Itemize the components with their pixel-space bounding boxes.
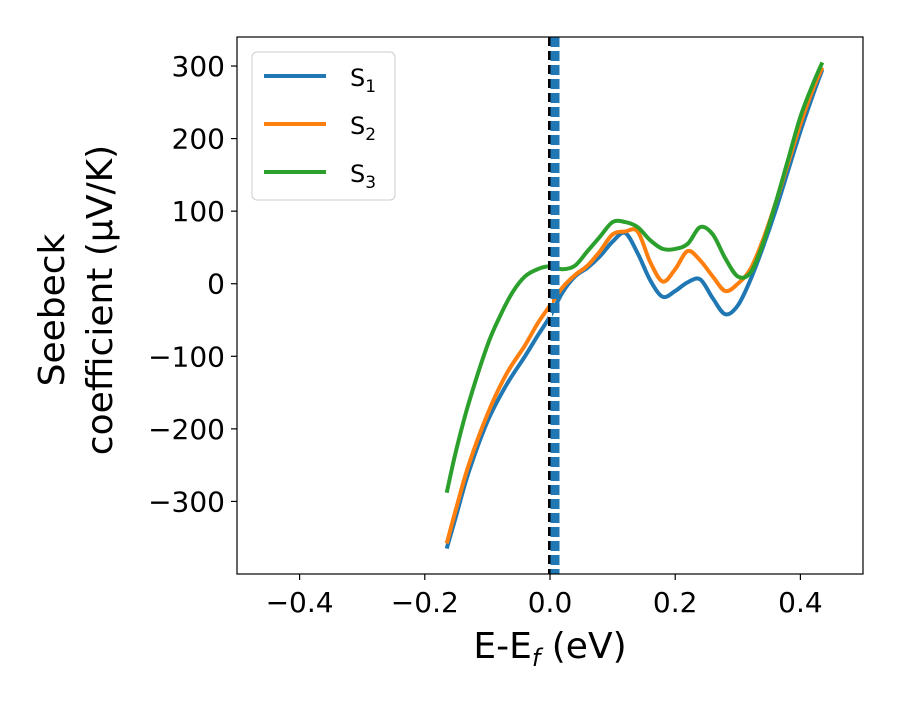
y-tick-label: 0 [207,268,225,301]
series-line-s3 [444,61,825,494]
x-tick-label: 0.0 [528,586,573,619]
legend-label-s1: S1 [350,64,376,97]
y-axis-title-line2: coefficient (μV/K) [80,145,121,455]
y-axis-title-line1: Seebeck [32,233,73,386]
y-ticks: 300 200 100 0 −100 −200 −300 [148,50,237,518]
y-tick-label: 200 [172,123,225,156]
x-tick-label: 0.4 [778,586,823,619]
legend: S1 S2 S3 [251,51,396,201]
y-tick-label: −100 [148,340,225,373]
series-layer [444,61,825,550]
y-tick-label: 100 [172,195,225,228]
vline-layer [548,37,560,574]
y-tick-label: −300 [148,485,225,518]
x-tick-label: −0.4 [266,586,334,619]
y-tick-label: −200 [148,413,225,446]
x-ticks: −0.4 −0.2 0.0 0.2 0.4 [266,574,823,619]
legend-label-s3: S3 [350,160,376,193]
legend-label-s2: S2 [350,112,376,145]
x-tick-label: 0.2 [653,586,698,619]
y-tick-label: 300 [172,50,225,83]
x-tick-label: −0.2 [391,586,459,619]
x-axis-title: E-Ef (eV) [473,626,626,672]
